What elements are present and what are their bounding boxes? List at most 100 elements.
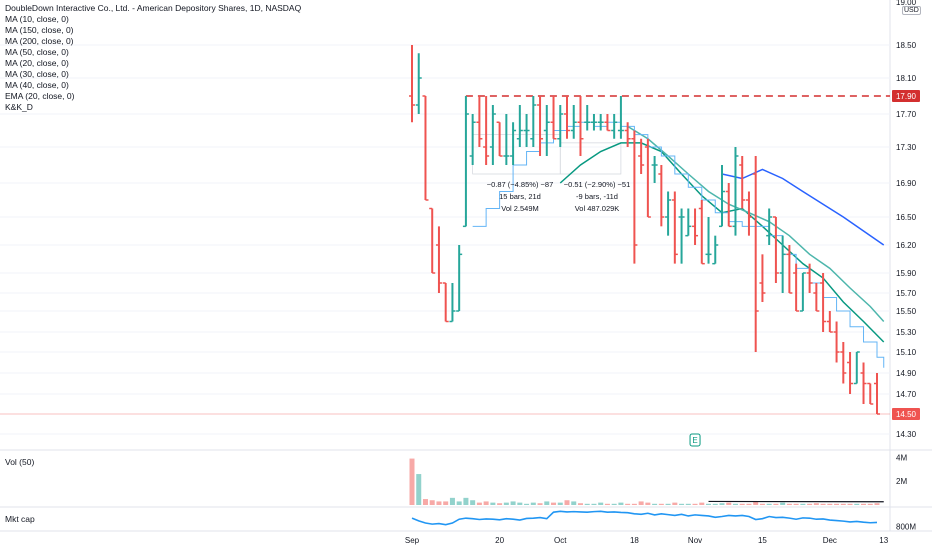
- y-tick-label: 15.10: [896, 348, 917, 357]
- volume-bar: [746, 504, 751, 505]
- volume-bar: [551, 503, 556, 505]
- volume-bar: [598, 503, 603, 505]
- volume-bar: [773, 504, 778, 505]
- volume-bar: [706, 504, 711, 505]
- volume-bar: [841, 504, 846, 505]
- volume-bar: [672, 503, 677, 505]
- volume-bar: [652, 504, 657, 505]
- volume-bar: [733, 504, 738, 505]
- y-tick-label: 18.50: [896, 41, 917, 50]
- y-tick-label: 15.50: [896, 307, 917, 316]
- volume-bar: [578, 503, 583, 505]
- measure-annotation-2: −0.51 (−2.90%) −51 -9 bars, -11d Vol 487…: [542, 179, 652, 215]
- volume-bar: [875, 503, 880, 505]
- volume-bar: [504, 503, 509, 505]
- last-price-text: 14.50: [896, 410, 917, 419]
- volume-bar: [639, 501, 644, 505]
- indicator-ma40[interactable]: MA (40, close, 0): [5, 80, 301, 91]
- volume-bar: [720, 503, 725, 505]
- volume-bar: [484, 501, 489, 505]
- volume-bar: [497, 503, 502, 505]
- measure-2-change: −0.51 (−2.90%) −51: [542, 179, 652, 191]
- mktcap-pane-label[interactable]: Mkt cap: [5, 514, 35, 524]
- volume-bar: [436, 501, 441, 505]
- volume-bar: [605, 504, 610, 505]
- y-tick-label: 17.30: [896, 143, 917, 152]
- volume-bar: [625, 504, 630, 505]
- volume-bar: [848, 504, 853, 505]
- indicator-ma50[interactable]: MA (50, close, 0): [5, 47, 301, 58]
- volume-bar: [571, 501, 576, 505]
- x-tick-label: Nov: [688, 536, 702, 545]
- volume-bar: [760, 504, 765, 505]
- indicator-ma200[interactable]: MA (200, close, 0): [5, 36, 301, 47]
- x-tick-label: Sep: [405, 536, 420, 545]
- volume-bar: [693, 504, 698, 505]
- chart-title: DoubleDown Interactive Co., Ltd. - Ameri…: [5, 3, 301, 14]
- resistance-price-text: 17.90: [896, 92, 917, 101]
- volume-bar: [787, 504, 792, 505]
- volume-tick-label: 4M: [896, 453, 907, 462]
- y-tick-label: 15.30: [896, 328, 917, 337]
- volume-bar: [410, 459, 415, 505]
- y-tick-label: 14.70: [896, 390, 917, 399]
- volume-bar: [861, 504, 866, 505]
- volume-bar: [679, 504, 684, 505]
- volume-bar: [430, 500, 435, 505]
- volume-bar: [645, 503, 650, 505]
- volume-bar: [457, 501, 462, 505]
- volume-bar: [585, 504, 590, 505]
- volume-bar: [538, 503, 543, 505]
- volume-tick-label: 2M: [896, 477, 907, 486]
- volume-bar: [740, 504, 745, 505]
- currency-badge[interactable]: USD: [902, 6, 921, 15]
- volume-bar: [767, 504, 772, 505]
- volume-bar: [686, 504, 691, 505]
- volume-bar: [821, 504, 826, 505]
- volume-bar: [618, 503, 623, 505]
- volume-bar: [531, 503, 536, 505]
- volume-bar: [699, 503, 704, 505]
- chart-legend: DoubleDown Interactive Co., Ltd. - Ameri…: [5, 3, 301, 113]
- measure-2-volume: Vol 487.029K: [542, 203, 652, 215]
- volume-bar: [463, 498, 468, 505]
- volume-bar: [423, 499, 428, 505]
- volume-bar: [659, 504, 664, 505]
- indicator-ema20[interactable]: EMA (20, close, 0): [5, 91, 301, 102]
- indicator-ma150[interactable]: MA (150, close, 0): [5, 25, 301, 36]
- volume-bar: [780, 503, 785, 505]
- volume-bar: [490, 503, 495, 505]
- volume-bar: [632, 504, 637, 505]
- volume-bar: [565, 500, 570, 505]
- indicator-kk-d[interactable]: K&K_D: [5, 102, 301, 113]
- volume-bar: [807, 504, 812, 505]
- x-tick-label: Dec: [823, 536, 837, 545]
- indicator-ma30[interactable]: MA (30, close, 0): [5, 69, 301, 80]
- mktcap-tick-label: 800M: [896, 522, 916, 531]
- volume-bar: [794, 504, 799, 505]
- volume-bar: [443, 501, 448, 505]
- y-tick-label: 16.90: [896, 179, 917, 188]
- x-tick-label: 20: [495, 536, 504, 545]
- indicator-ma10[interactable]: MA (10, close, 0): [5, 14, 301, 25]
- y-tick-label: 16.20: [896, 241, 917, 250]
- volume-bar: [800, 504, 805, 505]
- y-tick-label: 17.70: [896, 110, 917, 119]
- volume-bar: [558, 503, 563, 505]
- x-tick-label: 18: [630, 536, 639, 545]
- earnings-icon-label: E: [692, 436, 697, 445]
- volume-bar: [544, 501, 549, 505]
- x-tick-label: 13: [879, 536, 888, 545]
- volume-pane-label[interactable]: Vol (50): [5, 457, 34, 467]
- x-tick-label: Oct: [554, 536, 567, 545]
- volume-bar: [713, 504, 718, 505]
- y-tick-label: 14.30: [896, 430, 917, 439]
- volume-bar: [416, 474, 421, 505]
- indicator-ma20[interactable]: MA (20, close, 0): [5, 58, 301, 69]
- y-tick-label: 15.70: [896, 289, 917, 298]
- y-tick-label: 16.50: [896, 213, 917, 222]
- volume-bar: [524, 504, 529, 505]
- volume-bar: [511, 501, 516, 505]
- volume-bar: [854, 504, 859, 505]
